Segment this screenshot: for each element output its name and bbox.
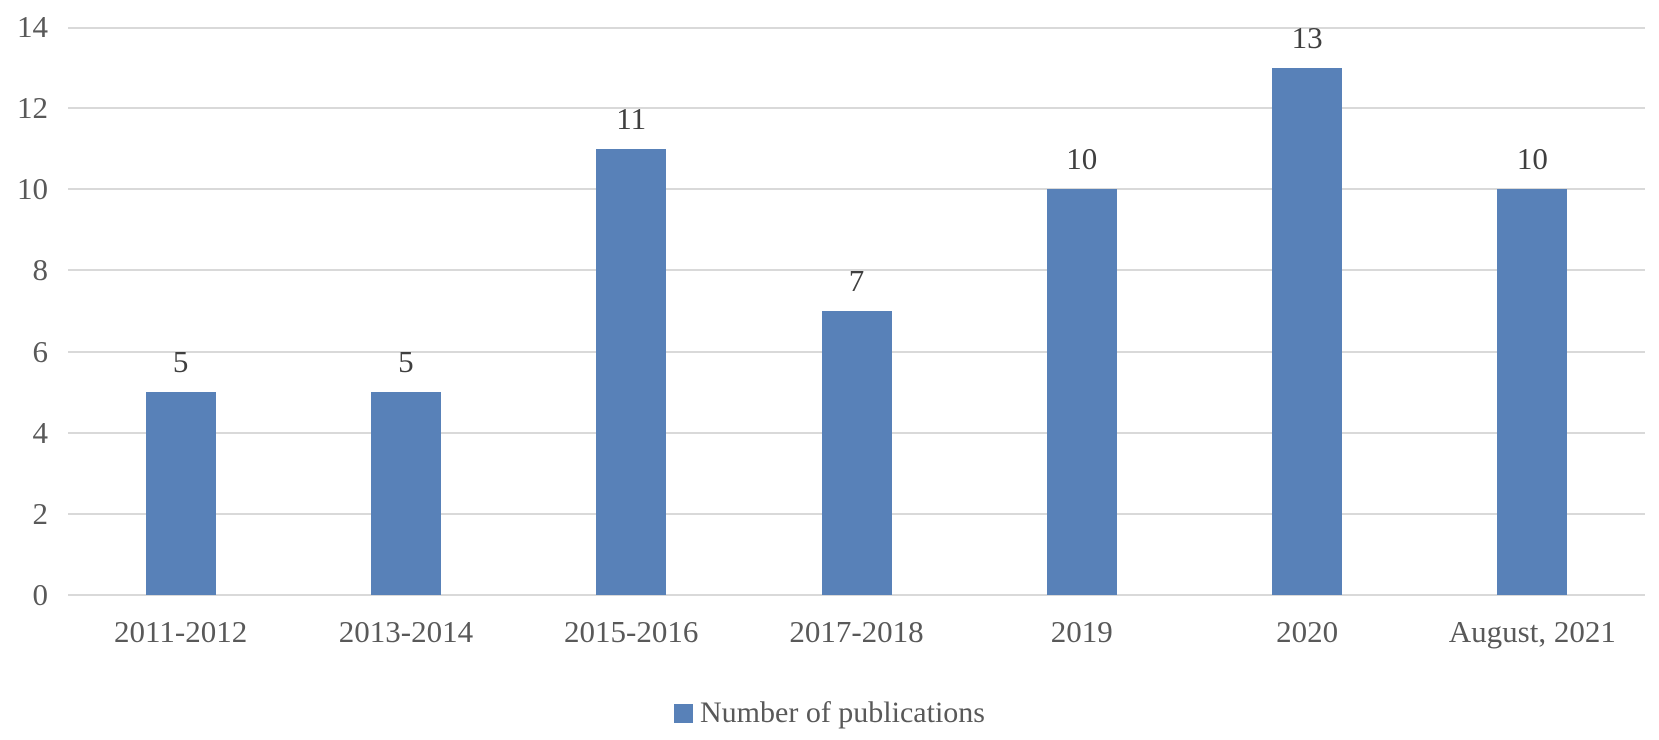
- x-axis-label: 2013-2014: [338, 614, 474, 649]
- bar-value-label: 7: [848, 263, 865, 298]
- x-axis-label: 2011-2012: [114, 614, 248, 649]
- bar-value-label: 5: [398, 344, 414, 380]
- gridline: [68, 107, 1645, 110]
- bar-2019: [1046, 189, 1117, 595]
- plot-area: 5 5 11 7 10 13 10: [68, 20, 1645, 596]
- gridline: [68, 27, 1645, 29]
- bar-value-label: 10: [1516, 141, 1548, 177]
- gridline: [68, 594, 1645, 596]
- bar-2015-2016: [596, 148, 667, 595]
- bar-2020: [1272, 67, 1343, 595]
- legend-label: Number of publications: [700, 696, 985, 729]
- gridline: [68, 269, 1645, 272]
- y-axis-tick-label: 4: [32, 414, 49, 450]
- x-axis-label: August, 2021: [1448, 614, 1616, 649]
- bar-August, 2021: [1497, 189, 1568, 595]
- bar-value-label: 13: [1291, 19, 1323, 55]
- y-axis-tick-label: 6: [32, 333, 49, 369]
- legend-square-icon: [674, 703, 694, 723]
- y-axis-tick-label: 0: [32, 577, 49, 612]
- y-axis-tick-label: 8: [32, 252, 49, 288]
- y-axis-tick-label: 10: [17, 171, 48, 207]
- bar-2011-2012: [145, 392, 216, 595]
- x-axis-label: 2019: [1050, 614, 1113, 649]
- x-axis-label: 2020: [1276, 614, 1339, 649]
- bar-value-label: 5: [172, 344, 189, 380]
- y-axis-tick-label: 14: [17, 9, 48, 44]
- x-axis-label: 2017-2018: [789, 614, 924, 649]
- legend: Number of publications: [0, 692, 1659, 734]
- x-axis-label: 2015-2016: [564, 614, 699, 649]
- bar-2017-2018: [821, 311, 892, 595]
- bar-value-label: 11: [616, 100, 647, 136]
- bar-2013-2014: [370, 392, 441, 595]
- y-axis-tick-label: 12: [17, 90, 48, 126]
- gridline: [68, 188, 1645, 191]
- bar-value-label: 10: [1066, 141, 1098, 177]
- y-axis-tick-label: 2: [32, 495, 49, 531]
